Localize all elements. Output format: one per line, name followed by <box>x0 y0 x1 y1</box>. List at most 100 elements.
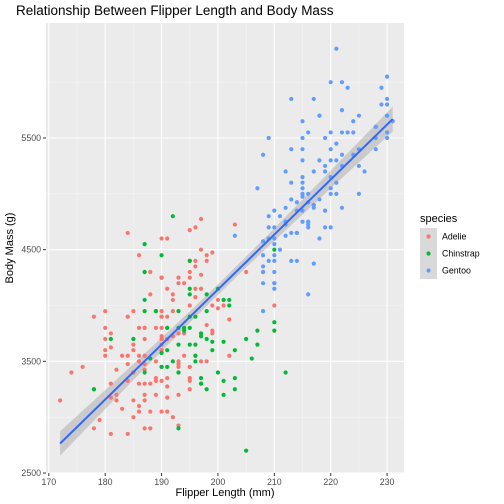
data-point-gentoo <box>384 74 390 79</box>
data-point-gentoo <box>300 219 305 224</box>
x-tick-label: 170 <box>41 477 56 487</box>
data-point-chinstrap <box>142 308 147 314</box>
data-point-chinstrap <box>193 359 198 364</box>
data-point-adelie <box>159 378 164 383</box>
data-point-gentoo <box>289 230 294 236</box>
data-point-adelie <box>232 222 237 227</box>
data-point-adelie <box>170 415 175 420</box>
data-point-gentoo <box>334 141 339 146</box>
data-point-adelie <box>103 348 108 353</box>
data-point-chinstrap <box>176 308 181 314</box>
chart-title: Relationship Between Flipper Length and … <box>16 3 334 18</box>
data-point-adelie <box>198 247 204 252</box>
data-point-adelie <box>210 250 215 255</box>
data-point-gentoo <box>356 113 361 118</box>
data-point-gentoo <box>260 152 266 157</box>
data-point-gentoo <box>384 113 390 118</box>
data-point-gentoo <box>300 186 305 191</box>
data-point-gentoo <box>384 130 390 135</box>
data-point-adelie <box>80 364 85 370</box>
data-point-gentoo <box>328 186 333 191</box>
data-point-chinstrap <box>193 342 198 347</box>
data-point-adelie <box>193 286 198 291</box>
data-point-gentoo <box>384 96 390 102</box>
data-point-chinstrap <box>198 381 204 386</box>
data-point-chinstrap <box>204 387 209 392</box>
data-point-chinstrap <box>142 241 147 247</box>
data-point-adelie <box>204 258 209 263</box>
x-tick-label: 190 <box>154 477 169 487</box>
data-point-chinstrap <box>193 314 198 319</box>
data-point-adelie <box>227 317 232 322</box>
data-point-adelie <box>227 353 232 358</box>
data-point-gentoo <box>351 119 356 124</box>
data-point-adelie <box>136 325 142 330</box>
data-point-gentoo <box>345 130 350 135</box>
data-point-adelie <box>57 398 63 403</box>
data-point-gentoo <box>334 191 339 196</box>
data-point-adelie <box>136 409 142 414</box>
data-point-adelie <box>215 306 221 311</box>
data-point-adelie <box>148 381 153 386</box>
data-point-chinstrap <box>227 297 232 303</box>
data-point-gentoo <box>334 46 339 51</box>
data-point-adelie <box>131 348 136 353</box>
data-point-adelie <box>159 325 164 330</box>
data-point-adelie <box>159 409 164 414</box>
data-point-gentoo <box>300 119 305 124</box>
regression-line <box>59 118 394 445</box>
data-point-gentoo <box>334 180 339 185</box>
data-point-adelie <box>176 359 181 364</box>
data-point-chinstrap <box>193 353 198 358</box>
data-point-gentoo <box>322 169 328 174</box>
data-point-gentoo <box>322 163 328 169</box>
data-point-chinstrap <box>283 370 288 375</box>
data-point-gentoo <box>356 191 361 196</box>
data-point-gentoo <box>339 107 345 113</box>
data-point-adelie <box>103 325 108 330</box>
data-point-gentoo <box>373 124 378 129</box>
data-point-gentoo <box>339 80 345 85</box>
data-point-gentoo <box>294 230 299 236</box>
data-point-adelie <box>148 409 153 414</box>
data-point-gentoo <box>277 214 283 219</box>
data-point-adelie <box>125 314 130 319</box>
data-point-adelie <box>148 426 153 431</box>
data-point-adelie <box>170 308 175 314</box>
data-point-gentoo <box>289 147 294 152</box>
data-point-chinstrap <box>244 336 249 342</box>
data-point-gentoo <box>277 247 283 252</box>
data-point-adelie <box>108 345 113 350</box>
data-point-gentoo <box>311 261 316 266</box>
data-point-adelie <box>182 353 187 358</box>
data-point-chinstrap <box>165 364 170 370</box>
data-point-gentoo <box>306 130 311 135</box>
x-axis-title: Flipper Length (mm) <box>175 487 274 499</box>
data-point-chinstrap <box>131 336 136 342</box>
data-point-adelie <box>159 308 164 314</box>
data-point-adelie <box>193 258 198 263</box>
data-point-adelie <box>187 269 192 275</box>
data-point-adelie <box>136 403 142 409</box>
x-axis-ticks: 170 180 190 200 210 220 230 <box>41 473 395 487</box>
data-point-gentoo <box>322 225 328 230</box>
y-tick-label: 3500 <box>21 356 41 366</box>
data-point-gentoo <box>260 308 266 314</box>
data-point-gentoo <box>373 147 378 152</box>
data-point-chinstrap <box>232 375 237 381</box>
data-point-gentoo <box>300 208 305 213</box>
data-point-adelie <box>108 331 113 336</box>
data-point-gentoo <box>356 163 361 169</box>
data-point-adelie <box>125 431 130 437</box>
data-point-chinstrap <box>232 387 237 392</box>
data-point-adelie <box>153 325 159 330</box>
data-point-adelie <box>193 264 198 269</box>
data-point-gentoo <box>328 130 333 135</box>
data-point-chinstrap <box>215 370 221 375</box>
data-point-gentoo <box>328 147 333 152</box>
data-point-gentoo <box>289 180 294 185</box>
data-point-adelie <box>198 216 204 222</box>
y-tick-label: 5500 <box>21 133 41 143</box>
data-point-adelie <box>142 392 147 397</box>
legend: species Adelie Chinstrap Gentoo <box>420 213 480 279</box>
